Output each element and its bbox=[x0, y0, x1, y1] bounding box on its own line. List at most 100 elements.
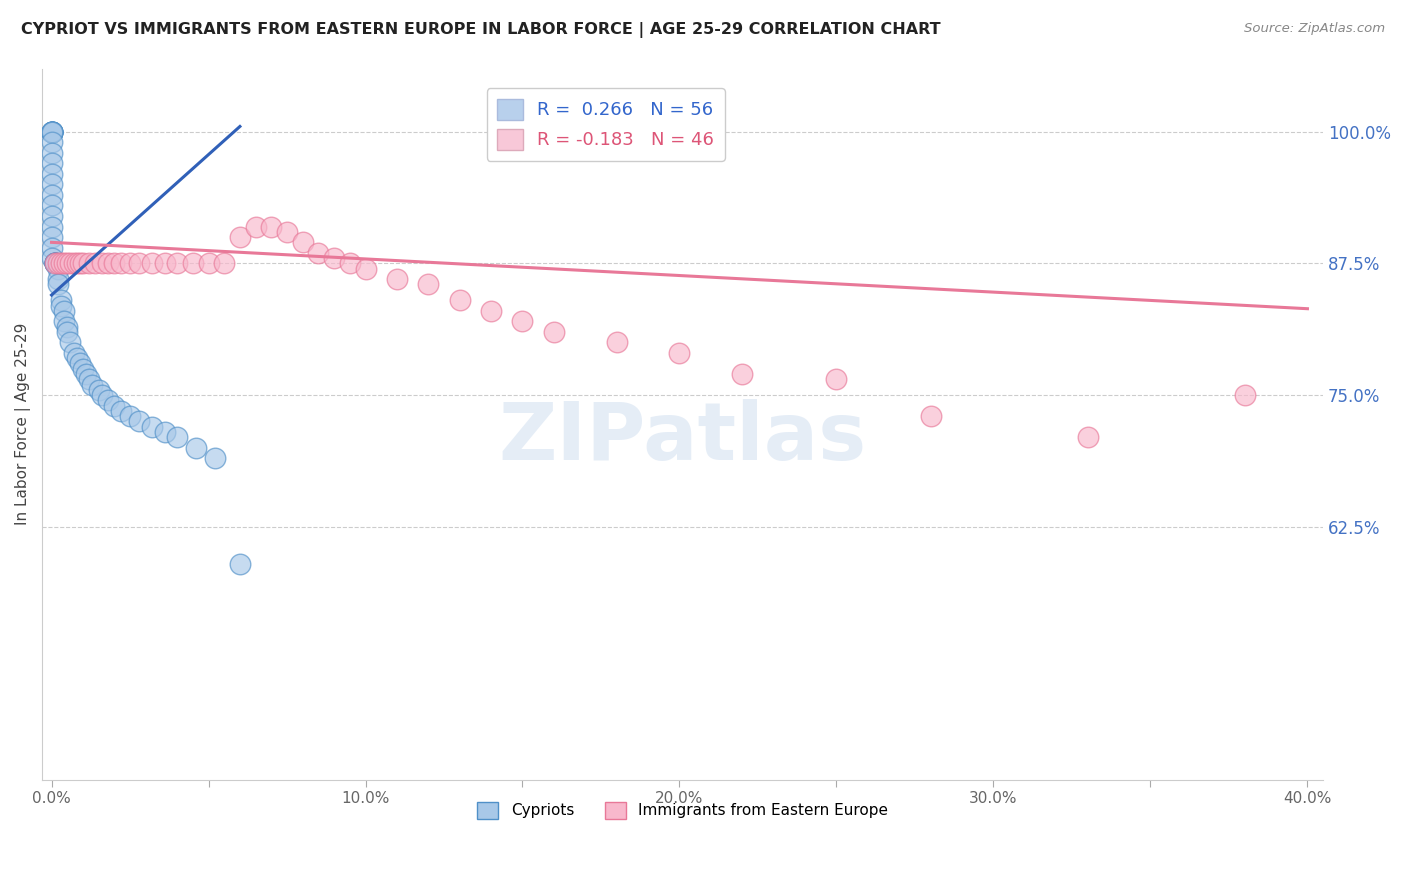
Point bbox=[229, 230, 252, 244]
Point bbox=[153, 256, 176, 270]
Point bbox=[46, 261, 69, 276]
Point bbox=[72, 361, 94, 376]
Point bbox=[118, 409, 141, 424]
Point bbox=[41, 156, 63, 170]
Point bbox=[44, 256, 66, 270]
Text: ZIPatlas: ZIPatlas bbox=[499, 400, 866, 477]
Point bbox=[128, 256, 150, 270]
Point bbox=[69, 356, 91, 370]
Point bbox=[731, 367, 754, 381]
Point bbox=[103, 256, 125, 270]
Point bbox=[41, 125, 63, 139]
Point bbox=[385, 272, 408, 286]
Point bbox=[46, 272, 69, 286]
Y-axis label: In Labor Force | Age 25-29: In Labor Force | Age 25-29 bbox=[15, 323, 31, 525]
Point bbox=[166, 430, 188, 444]
Point bbox=[49, 256, 72, 270]
Point bbox=[354, 261, 377, 276]
Point bbox=[41, 178, 63, 192]
Point bbox=[62, 256, 84, 270]
Point bbox=[229, 557, 252, 571]
Point bbox=[62, 346, 84, 360]
Point bbox=[110, 404, 132, 418]
Point bbox=[245, 219, 267, 234]
Point bbox=[1077, 430, 1099, 444]
Point bbox=[212, 256, 235, 270]
Legend: Cypriots, Immigrants from Eastern Europe: Cypriots, Immigrants from Eastern Europe bbox=[471, 796, 894, 825]
Point bbox=[53, 256, 76, 270]
Point bbox=[41, 125, 63, 139]
Point bbox=[41, 125, 63, 139]
Text: Source: ZipAtlas.com: Source: ZipAtlas.com bbox=[1244, 22, 1385, 36]
Point bbox=[77, 372, 100, 386]
Point bbox=[128, 414, 150, 428]
Point bbox=[59, 335, 82, 350]
Point bbox=[66, 351, 89, 366]
Point bbox=[41, 198, 63, 212]
Point bbox=[75, 367, 97, 381]
Point bbox=[668, 346, 690, 360]
Point bbox=[56, 325, 79, 339]
Point bbox=[41, 145, 63, 160]
Point bbox=[103, 399, 125, 413]
Point bbox=[44, 256, 66, 270]
Point bbox=[512, 314, 534, 328]
Point bbox=[276, 225, 298, 239]
Point bbox=[49, 293, 72, 308]
Point bbox=[59, 256, 82, 270]
Point bbox=[41, 167, 63, 181]
Point bbox=[41, 125, 63, 139]
Point bbox=[56, 319, 79, 334]
Point bbox=[77, 256, 100, 270]
Point bbox=[53, 314, 76, 328]
Point bbox=[184, 441, 207, 455]
Point bbox=[1233, 388, 1256, 402]
Point bbox=[44, 256, 66, 270]
Point bbox=[323, 251, 346, 265]
Point bbox=[41, 125, 63, 139]
Point bbox=[197, 256, 219, 270]
Point bbox=[41, 188, 63, 202]
Point bbox=[181, 256, 204, 270]
Point bbox=[118, 256, 141, 270]
Point bbox=[479, 303, 502, 318]
Point bbox=[418, 277, 440, 292]
Point bbox=[44, 256, 66, 270]
Point bbox=[69, 256, 91, 270]
Point bbox=[291, 235, 314, 250]
Point bbox=[66, 256, 89, 270]
Point bbox=[606, 335, 628, 350]
Point bbox=[53, 303, 76, 318]
Point bbox=[543, 325, 565, 339]
Point bbox=[44, 256, 66, 270]
Point bbox=[449, 293, 471, 308]
Point bbox=[41, 125, 63, 139]
Point bbox=[41, 209, 63, 223]
Text: CYPRIOT VS IMMIGRANTS FROM EASTERN EUROPE IN LABOR FORCE | AGE 25-29 CORRELATION: CYPRIOT VS IMMIGRANTS FROM EASTERN EUROP… bbox=[21, 22, 941, 38]
Point bbox=[82, 377, 104, 392]
Point bbox=[41, 241, 63, 255]
Point bbox=[41, 251, 63, 265]
Point bbox=[46, 277, 69, 292]
Point bbox=[49, 299, 72, 313]
Point bbox=[110, 256, 132, 270]
Point bbox=[87, 383, 110, 397]
Point bbox=[46, 256, 69, 270]
Point bbox=[41, 135, 63, 149]
Point bbox=[307, 245, 329, 260]
Point bbox=[84, 256, 107, 270]
Point bbox=[204, 451, 226, 466]
Point bbox=[141, 419, 163, 434]
Point bbox=[90, 256, 112, 270]
Point bbox=[44, 256, 66, 270]
Point bbox=[41, 219, 63, 234]
Point bbox=[90, 388, 112, 402]
Point bbox=[920, 409, 942, 424]
Point bbox=[166, 256, 188, 270]
Point bbox=[72, 256, 94, 270]
Point bbox=[41, 125, 63, 139]
Point bbox=[41, 230, 63, 244]
Point bbox=[97, 393, 120, 408]
Point bbox=[153, 425, 176, 439]
Point bbox=[44, 256, 66, 270]
